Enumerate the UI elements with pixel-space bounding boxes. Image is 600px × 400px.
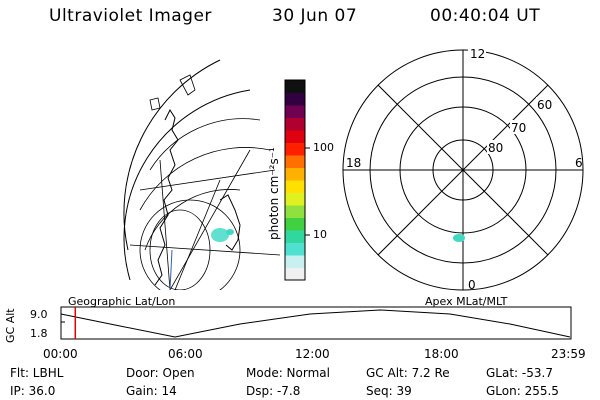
geographic-map: [123, 59, 280, 290]
colorbar-segment: [285, 255, 305, 268]
lat-label-80: 80: [488, 141, 503, 155]
info-flt: Flt: LBHL: [10, 366, 64, 380]
info-gain: Gain: 14: [126, 384, 177, 398]
colorbar: 100 10 photon cm⁻²s⁻¹: [267, 79, 334, 281]
colorbar-segment: [285, 230, 305, 243]
info-glat: GLat: -53.7: [486, 366, 553, 380]
lat-label-70: 70: [511, 121, 526, 135]
info-glon: GLon: 255.5: [486, 384, 559, 398]
timeline-ylabel: GC Alt: [4, 308, 17, 343]
polar-aurora-blob: [453, 234, 465, 242]
mlt-label-18: 18: [346, 156, 361, 170]
timeline-xtick-0: 00:00: [43, 347, 78, 361]
info-gcalt: GC Alt: 7.2 Re: [366, 366, 450, 380]
lat-label-60: 60: [537, 98, 552, 112]
time-label: 00:40:04 UT: [430, 6, 541, 26]
colorbar-tick-10: 10: [313, 228, 327, 241]
colorbar-segment: [285, 130, 305, 143]
instrument-title: Ultraviolet Imager: [49, 6, 212, 26]
colorbar-segment: [285, 242, 305, 256]
info-ip: IP: 36.0: [10, 384, 56, 398]
mlt-label-12: 12: [470, 47, 485, 61]
timeline-ytick-max: 9.0: [30, 308, 48, 321]
timeline-xtick-3: 18:00: [424, 347, 459, 361]
colorbar-segment: [285, 142, 305, 156]
colorbar-unit-label: photon cm⁻²s⁻¹: [267, 147, 281, 240]
info-door: Door: Open: [126, 366, 195, 380]
timeline-left-title: Geographic Lat/Lon: [68, 295, 176, 308]
aurora-blob: [211, 228, 229, 242]
colorbar-segment: [285, 105, 305, 118]
info-seq: Seq: 39: [366, 384, 412, 398]
colorbar-segment: [285, 217, 305, 231]
mlt-label-6: 6: [575, 156, 583, 170]
colorbar-segment: [285, 267, 305, 281]
timeline-xtick-2: 12:00: [295, 347, 330, 361]
colorbar-segment: [285, 155, 305, 168]
mlt-label-0: 0: [468, 278, 476, 292]
colorbar-segment: [285, 92, 305, 106]
colorbar-segment: [285, 80, 305, 93]
timeline-xtick-4: 23:59: [551, 347, 586, 361]
colorbar-segment: [285, 117, 305, 131]
colorbar-segment: [285, 205, 305, 218]
timeline-ytick-min: 1.8: [30, 327, 48, 340]
colorbar-tick-100: 100: [313, 141, 334, 154]
colorbar-segment: [285, 180, 305, 193]
info-dsp: Dsp: -7.8: [246, 384, 301, 398]
date-label: 30 Jun 07: [272, 6, 358, 26]
colorbar-segment: [285, 167, 305, 181]
colorbar-segment: [285, 192, 305, 206]
timeline-plot: [60, 306, 572, 340]
polar-plot: 12 18 6 0 60 70 80: [342, 47, 584, 292]
timeline-right-title: Apex MLat/MLT: [425, 295, 508, 308]
info-mode: Mode: Normal: [246, 366, 330, 380]
timeline-xtick-1: 06:00: [168, 347, 203, 361]
